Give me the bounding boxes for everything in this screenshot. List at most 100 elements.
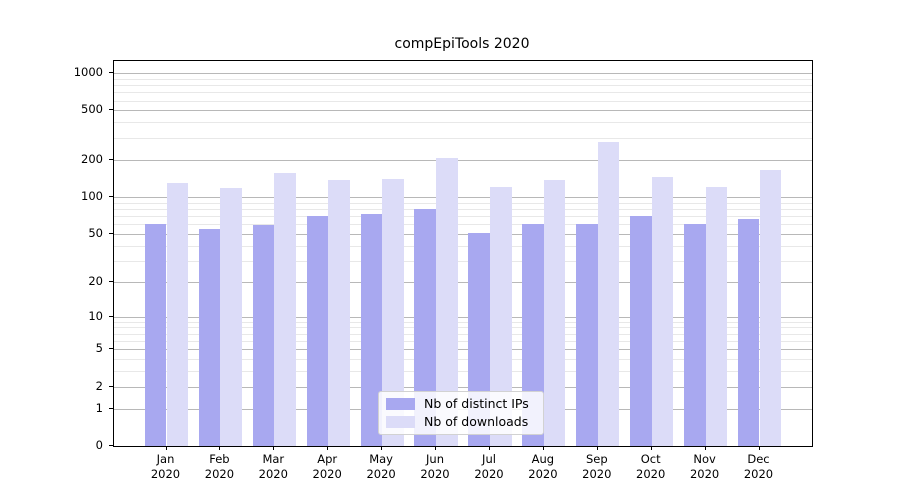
bar-distinct-ips-apr xyxy=(306,215,329,446)
y-axis-tick-label: 1 xyxy=(95,400,103,415)
y-axis-tick-mark xyxy=(109,280,113,282)
gridline-minor xyxy=(114,260,812,262)
y-axis-tick-mark xyxy=(109,72,113,73)
gridline-minor xyxy=(114,215,812,217)
y-axis-tick-mark xyxy=(109,195,113,197)
gridline-minor xyxy=(114,327,812,329)
bar-downloads-may xyxy=(382,178,404,446)
gridline-minor xyxy=(114,245,812,247)
bar-downloads-mar xyxy=(274,173,296,446)
bar-downloads-nov xyxy=(705,186,728,446)
x-axis-tick-mark xyxy=(327,446,329,450)
bar-distinct-ips-oct xyxy=(630,215,652,446)
bar-downloads-oct xyxy=(651,177,674,446)
bar-distinct-ips-may xyxy=(360,213,383,446)
bar-downloads-apr xyxy=(328,179,350,446)
bar-distinct-ips-jan xyxy=(144,224,167,446)
gridline-minor xyxy=(114,202,812,204)
bar-downloads-aug xyxy=(543,180,566,446)
gridline-minor xyxy=(114,92,812,94)
y-axis-tick-label: 1000 xyxy=(73,65,103,79)
bar-distinct-ips-dec xyxy=(737,219,760,446)
bar-distinct-ips-sep xyxy=(576,224,598,446)
y-axis-tick-mark xyxy=(109,158,113,160)
gridline-minor xyxy=(114,341,812,342)
chart-title: compEpiTools 2020 xyxy=(394,36,530,52)
y-axis-tick-label: 50 xyxy=(88,225,103,240)
gridline-major xyxy=(114,159,812,161)
y-axis-tick-label: 100 xyxy=(81,188,103,203)
legend-item-distinct-ips: Nb of distinct IPs xyxy=(386,397,535,411)
bar-downloads-jun xyxy=(436,158,458,446)
bar-distinct-ips-mar xyxy=(252,225,275,446)
x-axis-tick-mark xyxy=(489,446,490,450)
y-axis-tick-mark xyxy=(109,315,113,317)
x-axis-tick-mark xyxy=(219,446,221,450)
y-axis-tick-mark xyxy=(109,348,113,350)
y-axis-tick-mark xyxy=(109,445,113,446)
gridline-minor xyxy=(114,122,812,124)
x-axis-label: Jan 2020 xyxy=(150,452,181,481)
bar-downloads-feb xyxy=(220,188,242,446)
gridline-minor xyxy=(114,371,812,373)
x-axis-tick-mark xyxy=(381,446,383,450)
x-axis-tick-mark xyxy=(273,446,275,450)
bar-downloads-jul xyxy=(490,186,512,446)
y-axis-tick-label: 20 xyxy=(88,273,103,288)
y-axis-tick-label: 500 xyxy=(81,102,103,117)
bar-distinct-ips-jun xyxy=(414,208,436,446)
gridline-minor xyxy=(114,359,812,361)
gridline-major xyxy=(114,73,812,74)
gridline-major xyxy=(114,386,812,388)
gridline-minor xyxy=(114,208,812,210)
gridline-major xyxy=(114,281,812,283)
x-axis-label: Nov 2020 xyxy=(689,452,720,481)
bar-distinct-ips-nov xyxy=(684,224,706,446)
bar-distinct-ips-feb xyxy=(198,228,221,446)
legend-item-downloads: Nb of downloads xyxy=(386,415,535,429)
x-axis-label: Mar 2020 xyxy=(258,452,288,481)
x-axis-label: Jul 2020 xyxy=(474,452,504,481)
x-axis-label: May 2020 xyxy=(366,452,396,481)
bar-downloads-sep xyxy=(597,141,620,446)
legend-swatch-downloads xyxy=(386,416,415,428)
y-axis-tick-label: 200 xyxy=(81,151,103,166)
y-axis-tick-mark xyxy=(109,407,113,409)
legend-label-distinct-ips: Nb of distinct IPs xyxy=(424,396,529,411)
bar-downloads-dec xyxy=(759,169,782,446)
x-axis-label: Jun 2020 xyxy=(420,452,450,481)
x-axis-label: Apr 2020 xyxy=(312,452,342,481)
gridline-major xyxy=(114,196,812,198)
legend-swatch-distinct-ips xyxy=(386,398,415,410)
gridline-major xyxy=(114,349,812,351)
x-axis-tick-mark xyxy=(758,446,760,450)
x-axis-tick-mark xyxy=(542,446,544,450)
y-axis-tick-mark xyxy=(109,232,113,234)
x-axis-tick-mark xyxy=(596,446,598,450)
gridline-major xyxy=(114,233,812,235)
gridline-major xyxy=(114,110,812,112)
y-axis-tick-mark xyxy=(109,385,113,387)
plot-area xyxy=(113,60,813,447)
x-axis-label: Oct 2020 xyxy=(636,452,666,481)
gridline-minor xyxy=(114,224,812,226)
bar-downloads-jan xyxy=(166,182,189,446)
gridline-major xyxy=(114,316,812,318)
y-axis-tick-mark xyxy=(109,109,113,111)
gridline-minor xyxy=(114,333,812,335)
gridline-minor xyxy=(114,137,812,139)
y-axis-tick-label: 0 xyxy=(95,438,103,452)
legend: Nb of distinct IPs Nb of downloads xyxy=(378,391,544,435)
gridline-minor xyxy=(114,100,812,102)
gridline-minor xyxy=(114,78,812,80)
gridline-minor xyxy=(114,321,812,323)
x-axis-label: Aug 2020 xyxy=(528,452,558,481)
x-axis-tick-mark xyxy=(435,446,436,450)
x-axis-tick-mark xyxy=(650,446,652,450)
x-axis-label: Feb 2020 xyxy=(204,452,235,481)
y-axis-tick-label: 2 xyxy=(95,378,103,393)
x-axis-tick-mark xyxy=(165,446,167,450)
bar-distinct-ips-aug xyxy=(522,224,544,446)
x-axis-tick-mark xyxy=(704,446,706,450)
